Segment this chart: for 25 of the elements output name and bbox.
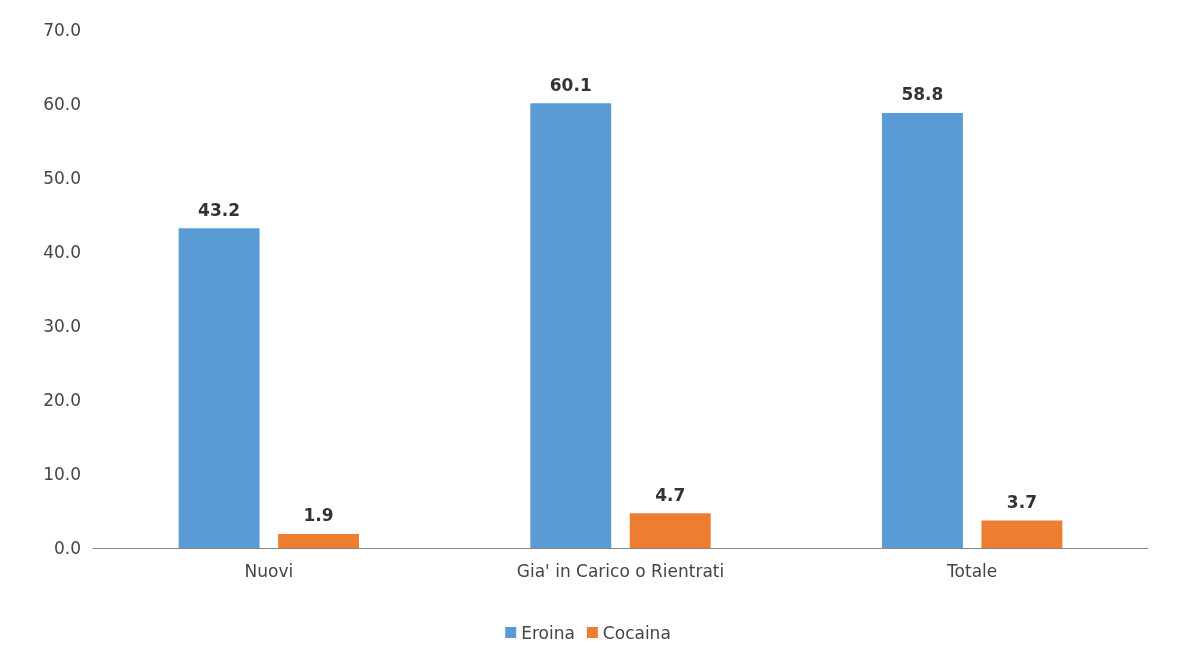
y-tick-label: 40.0 (43, 242, 81, 262)
data-label: 58.8 (901, 84, 944, 105)
bar (881, 112, 963, 548)
y-tick-label: 0.0 (53, 538, 81, 558)
x-tick-label: Nuovi (244, 560, 294, 581)
y-tick-label: 10.0 (43, 464, 81, 484)
legend-label: Eroina (521, 622, 575, 643)
x-tick-label: Totale (946, 560, 998, 581)
y-tick-label: 50.0 (43, 168, 81, 188)
data-label: 3.7 (1006, 492, 1037, 513)
data-label: 4.7 (655, 484, 686, 505)
data-label: 43.2 (198, 199, 241, 220)
y-tick-label: 60.0 (43, 94, 81, 114)
bar (178, 228, 260, 548)
bar (981, 520, 1063, 548)
y-tick-label: 30.0 (43, 316, 81, 336)
bar (629, 513, 711, 548)
data-label: 60.1 (549, 74, 592, 95)
y-tick-label: 20.0 (43, 390, 81, 410)
x-tick-label: Gia' in Carico o Rientrati (516, 560, 725, 581)
data-label: 1.9 (303, 505, 334, 526)
y-tick-label: 70.0 (43, 20, 81, 40)
bar (530, 103, 612, 548)
legend-label: Cocaina (602, 622, 671, 643)
bar (278, 533, 360, 548)
